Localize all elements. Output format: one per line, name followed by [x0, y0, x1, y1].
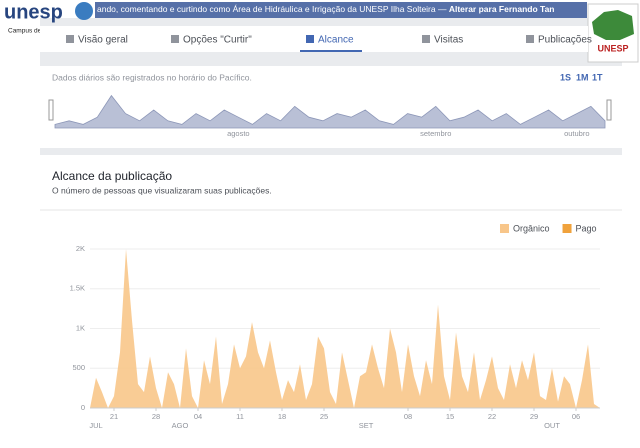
x-tick-label: 11: [236, 412, 244, 421]
tab-icon: [526, 35, 534, 43]
x-tick-label: 29: [530, 412, 538, 421]
month-label: JUL: [89, 421, 102, 430]
notice-text: ando, comentando e curtindo como Área de…: [97, 4, 449, 14]
chart-title: Alcance da publicação: [52, 169, 172, 183]
y-tick-label: 0: [81, 403, 85, 412]
tab-icon: [306, 35, 314, 43]
x-tick-label: 04: [194, 412, 202, 421]
range-button[interactable]: 1M: [576, 72, 589, 82]
timeline-note: Dados diários são registrados no horário…: [52, 72, 252, 82]
legend-swatch: [562, 224, 572, 233]
tab-icon: [66, 35, 74, 43]
tab[interactable]: Visitas: [434, 35, 463, 46]
y-tick-label: 500: [72, 363, 85, 372]
legend-swatch: [500, 224, 509, 233]
active-tab-underline: [300, 50, 362, 52]
tab[interactable]: Opções "Curtir": [183, 35, 252, 46]
y-tick-label: 2K: [76, 244, 85, 253]
area: [90, 249, 600, 408]
x-tick-label: 06: [572, 412, 580, 421]
x-tick-label: 21: [110, 412, 118, 421]
overview-label: agosto: [227, 129, 250, 138]
range-handle[interactable]: [606, 99, 612, 121]
x-tick-label: 08: [404, 412, 412, 421]
tab[interactable]: Alcance: [318, 35, 354, 46]
overview-area: [54, 94, 606, 129]
range-button[interactable]: 1S: [560, 72, 571, 82]
range-handle[interactable]: [48, 99, 54, 121]
switch-link[interactable]: Alterar para Fernando Tan: [449, 4, 555, 14]
month-label: AGO: [172, 421, 189, 430]
legend-label: Orgânico: [513, 223, 550, 233]
x-tick-label: 15: [446, 412, 454, 421]
logo-icon: [75, 2, 93, 20]
notice: ando, comentando e curtindo como Área de…: [97, 4, 555, 14]
y-tick-label: 1.5K: [70, 284, 85, 293]
corner-logo: UNESP: [597, 43, 628, 53]
timeline-panel: [40, 66, 622, 148]
month-label: SET: [359, 421, 374, 430]
legend-label: Pago: [576, 223, 597, 233]
overview-label: setembro: [420, 129, 451, 138]
tab-icon: [422, 35, 430, 43]
chart-subtitle: O número de pessoas que visualizaram sua…: [52, 185, 272, 195]
tab[interactable]: Visão geral: [78, 35, 128, 46]
tab-icon: [171, 35, 179, 43]
y-tick-label: 1K: [76, 323, 85, 332]
tab[interactable]: Publicações: [538, 35, 592, 46]
x-tick-label: 22: [488, 412, 496, 421]
notice-bar: [95, 2, 587, 18]
x-tick-label: 18: [278, 412, 286, 421]
overview-label: outubro: [564, 129, 589, 138]
x-tick-label: 28: [152, 412, 160, 421]
range-button[interactable]: 1T: [592, 72, 603, 82]
month-label: OUT: [544, 421, 560, 430]
corner-logo-map: [592, 10, 634, 40]
logo: unesp: [4, 1, 63, 23]
x-tick-label: 25: [320, 412, 328, 421]
